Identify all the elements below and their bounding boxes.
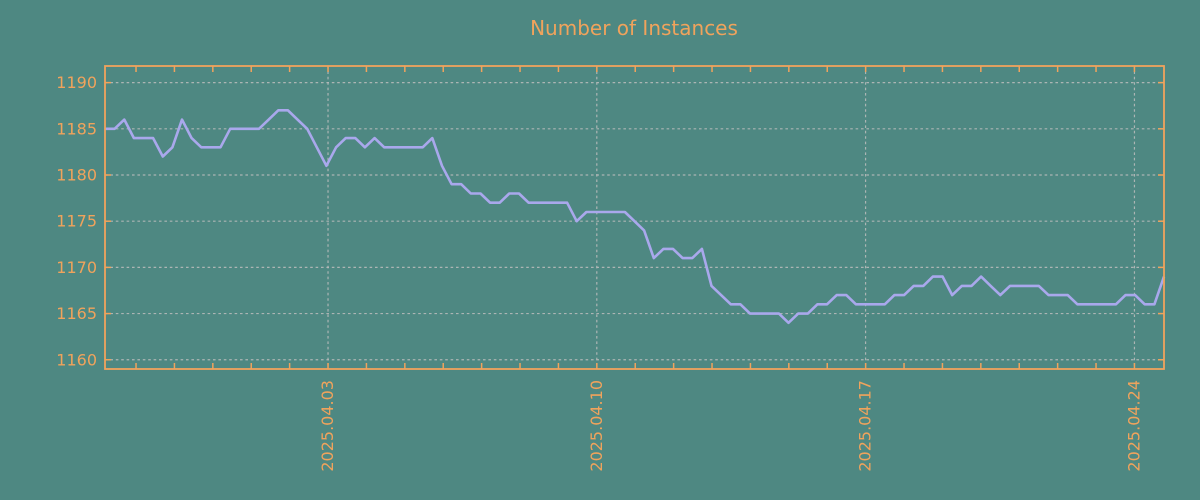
y-tick-label: 1160 — [56, 350, 97, 369]
chart-title: Number of Instances — [530, 16, 738, 40]
x-tick-label: 2025.04.03 — [318, 380, 337, 472]
x-tick-label: 2025.04.10 — [587, 380, 606, 472]
y-tick-label: 1190 — [56, 73, 97, 92]
y-tick-label: 1180 — [56, 166, 97, 185]
y-tick-label: 1170 — [56, 258, 97, 277]
instances-line — [105, 109, 1166, 325]
y-tick-label: 1185 — [56, 119, 97, 138]
x-tick-label: 2025.04.24 — [1124, 380, 1143, 472]
y-tick-label: 1165 — [56, 304, 97, 323]
y-tick-label: 1175 — [56, 212, 97, 231]
x-tick-label: 2025.04.17 — [856, 380, 875, 472]
plot-border — [104, 65, 1165, 370]
